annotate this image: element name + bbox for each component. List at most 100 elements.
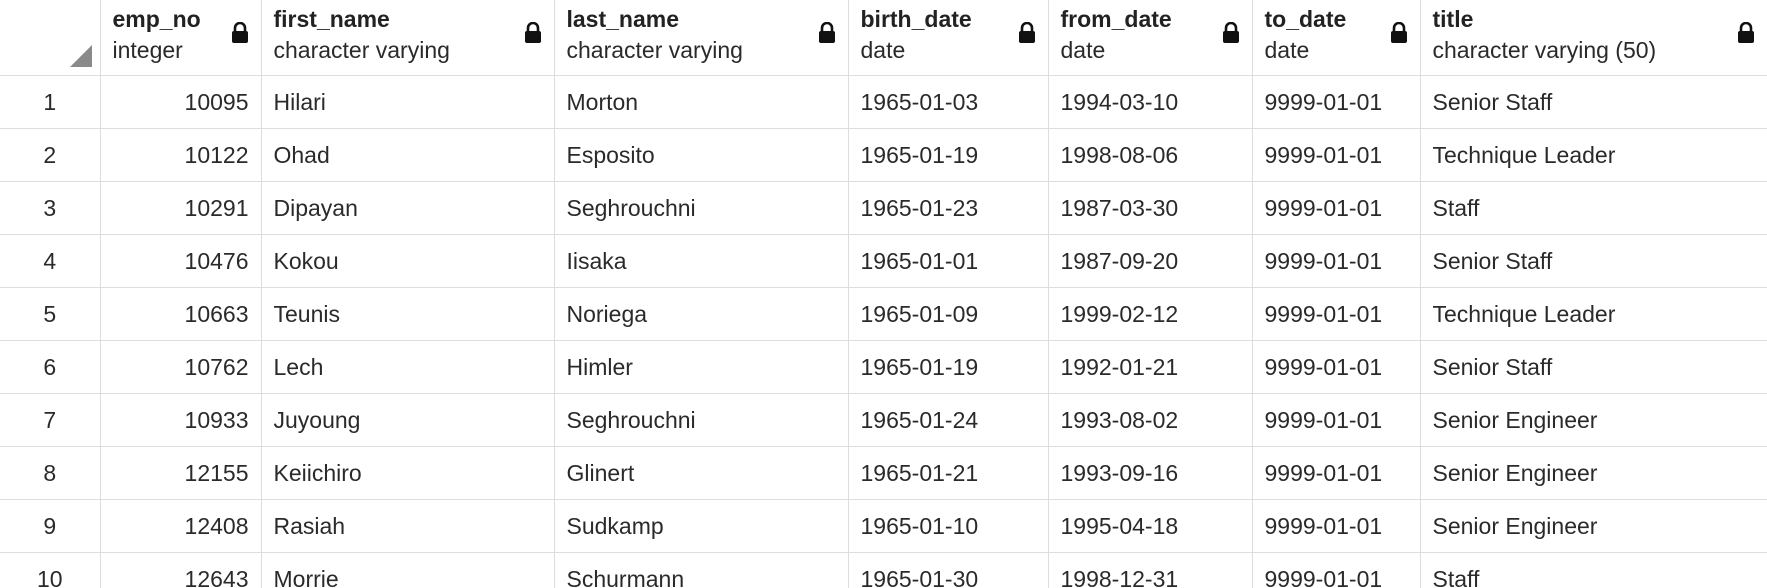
cell-from-date[interactable]: 1999-02-12 xyxy=(1048,287,1253,341)
column-header-to_date[interactable]: to_date date xyxy=(1252,0,1421,76)
cell-birth-date[interactable]: 1965-01-03 xyxy=(848,75,1049,129)
cell-from-date[interactable]: 1995-04-18 xyxy=(1048,499,1253,553)
cell-emp-no[interactable]: 10122 xyxy=(100,128,262,182)
cell-emp-no[interactable]: 10291 xyxy=(100,181,262,235)
cell-emp-no[interactable]: 10476 xyxy=(100,234,262,288)
cell-title[interactable]: Senior Engineer xyxy=(1420,446,1767,500)
cell-first-name[interactable]: Dipayan xyxy=(261,181,555,235)
column-header-first_name[interactable]: first_name character varying xyxy=(261,0,555,76)
row-number[interactable]: 4 xyxy=(0,234,101,288)
cell-last-name[interactable]: Seghrouchni xyxy=(554,181,849,235)
cell-to-date[interactable]: 9999-01-01 xyxy=(1252,75,1421,129)
cell-first-name[interactable]: Keiichiro xyxy=(261,446,555,500)
row-number[interactable]: 2 xyxy=(0,128,101,182)
cell-emp-no[interactable]: 10933 xyxy=(100,393,262,447)
cell-first-name[interactable]: Lech xyxy=(261,340,555,394)
column-header-emp_no[interactable]: emp_no integer xyxy=(100,0,262,76)
cell-last-name[interactable]: Schurmann xyxy=(554,552,849,588)
cell-emp-no[interactable]: 12408 xyxy=(100,499,262,553)
cell-title[interactable]: Senior Staff xyxy=(1420,75,1767,129)
row-number[interactable]: 6 xyxy=(0,340,101,394)
table-row[interactable]: 6 10762 Lech Himler 1965-01-19 1992-01-21 9999… xyxy=(0,340,1767,394)
column-header-from_date[interactable]: from_date date xyxy=(1048,0,1253,76)
select-all-corner[interactable] xyxy=(0,0,101,76)
column-header-birth_date[interactable]: birth_date date xyxy=(848,0,1049,76)
table-row[interactable]: 9 12408 Rasiah Sudkamp 1965-01-10 1995-04-18 9… xyxy=(0,499,1767,553)
table-row[interactable]: 3 10291 Dipayan Seghrouchni 1965-01-23 1987-0… xyxy=(0,181,1767,235)
cell-first-name[interactable]: Juyoung xyxy=(261,393,555,447)
cell-from-date[interactable]: 1998-08-06 xyxy=(1048,128,1253,182)
cell-to-date[interactable]: 9999-01-01 xyxy=(1252,393,1421,447)
cell-first-name[interactable]: Morrie xyxy=(261,552,555,588)
cell-emp-no[interactable]: 12155 xyxy=(100,446,262,500)
row-number[interactable]: 8 xyxy=(0,446,101,500)
cell-birth-date[interactable]: 1965-01-30 xyxy=(848,552,1049,588)
cell-last-name[interactable]: Sudkamp xyxy=(554,499,849,553)
cell-first-name[interactable]: Ohad xyxy=(261,128,555,182)
column-header-title[interactable]: title character varying (50) xyxy=(1420,0,1767,76)
cell-first-name[interactable]: Kokou xyxy=(261,234,555,288)
row-number[interactable]: 9 xyxy=(0,499,101,553)
cell-last-name[interactable]: Himler xyxy=(554,340,849,394)
cell-title[interactable]: Technique Leader xyxy=(1420,287,1767,341)
cell-to-date[interactable]: 9999-01-01 xyxy=(1252,552,1421,588)
cell-to-date[interactable]: 9999-01-01 xyxy=(1252,181,1421,235)
cell-from-date[interactable]: 1987-09-20 xyxy=(1048,234,1253,288)
cell-birth-date[interactable]: 1965-01-23 xyxy=(848,181,1049,235)
cell-title[interactable]: Senior Engineer xyxy=(1420,393,1767,447)
row-number[interactable]: 7 xyxy=(0,393,101,447)
cell-from-date[interactable]: 1992-01-21 xyxy=(1048,340,1253,394)
cell-from-date[interactable]: 1993-09-16 xyxy=(1048,446,1253,500)
cell-last-name[interactable]: Iisaka xyxy=(554,234,849,288)
cell-last-name[interactable]: Seghrouchni xyxy=(554,393,849,447)
cell-to-date[interactable]: 9999-01-01 xyxy=(1252,128,1421,182)
cell-to-date[interactable]: 9999-01-01 xyxy=(1252,234,1421,288)
cell-from-date[interactable]: 1994-03-10 xyxy=(1048,75,1253,129)
table-row[interactable]: 4 10476 Kokou Iisaka 1965-01-01 1987-09-20 999… xyxy=(0,234,1767,288)
cell-birth-date[interactable]: 1965-01-01 xyxy=(848,234,1049,288)
row-number[interactable]: 5 xyxy=(0,287,101,341)
cell-title[interactable]: Senior Staff xyxy=(1420,234,1767,288)
cell-to-date[interactable]: 9999-01-01 xyxy=(1252,499,1421,553)
cell-title[interactable]: Staff xyxy=(1420,552,1767,588)
cell-first-name[interactable]: Hilari xyxy=(261,75,555,129)
cell-emp-no[interactable]: 10762 xyxy=(100,340,262,394)
cell-birth-date[interactable]: 1965-01-19 xyxy=(848,340,1049,394)
table-row[interactable]: 8 12155 Keiichiro Glinert 1965-01-21 1993-09-… xyxy=(0,446,1767,500)
cell-birth-date[interactable]: 1965-01-24 xyxy=(848,393,1049,447)
table-row[interactable]: 10 12643 Morrie Schurmann 1965-01-30 1998-12-… xyxy=(0,552,1767,588)
column-header-last_name[interactable]: last_name character varying xyxy=(554,0,849,76)
cell-birth-date[interactable]: 1965-01-09 xyxy=(848,287,1049,341)
cell-from-date[interactable]: 1998-12-31 xyxy=(1048,552,1253,588)
row-number[interactable]: 3 xyxy=(0,181,101,235)
cell-emp-no[interactable]: 12643 xyxy=(100,552,262,588)
cell-emp-no[interactable]: 10095 xyxy=(100,75,262,129)
table-row[interactable]: 1 10095 Hilari Morton 1965-01-03 1994-03-10 99… xyxy=(0,75,1767,129)
cell-to-date[interactable]: 9999-01-01 xyxy=(1252,287,1421,341)
cell-title[interactable]: Technique Leader xyxy=(1420,128,1767,182)
row-number[interactable]: 10 xyxy=(0,552,101,588)
cell-birth-date[interactable]: 1965-01-10 xyxy=(848,499,1049,553)
table-row[interactable]: 2 10122 Ohad Esposito 1965-01-19 1998-08-06 99… xyxy=(0,128,1767,182)
row-number[interactable]: 1 xyxy=(0,75,101,129)
table-row[interactable]: 7 10933 Juyoung Seghrouchni 1965-01-24 1993-0… xyxy=(0,393,1767,447)
cell-last-name[interactable]: Noriega xyxy=(554,287,849,341)
cell-to-date[interactable]: 9999-01-01 xyxy=(1252,340,1421,394)
cell-from-date[interactable]: 1993-08-02 xyxy=(1048,393,1253,447)
cell-title[interactable]: Staff xyxy=(1420,181,1767,235)
cell-birth-date[interactable]: 1965-01-21 xyxy=(848,446,1049,500)
table-row[interactable]: 5 10663 Teunis Noriega 1965-01-09 1999-02-12 9… xyxy=(0,287,1767,341)
column-name: last_name xyxy=(566,6,680,32)
lock-icon xyxy=(1222,21,1240,44)
cell-birth-date[interactable]: 1965-01-19 xyxy=(848,128,1049,182)
cell-last-name[interactable]: Glinert xyxy=(554,446,849,500)
cell-title[interactable]: Senior Staff xyxy=(1420,340,1767,394)
cell-first-name[interactable]: Teunis xyxy=(261,287,555,341)
cell-from-date[interactable]: 1987-03-30 xyxy=(1048,181,1253,235)
cell-title[interactable]: Senior Engineer xyxy=(1420,499,1767,553)
cell-last-name[interactable]: Esposito xyxy=(554,128,849,182)
cell-to-date[interactable]: 9999-01-01 xyxy=(1252,446,1421,500)
cell-last-name[interactable]: Morton xyxy=(554,75,849,129)
cell-emp-no[interactable]: 10663 xyxy=(100,287,262,341)
cell-first-name[interactable]: Rasiah xyxy=(261,499,555,553)
